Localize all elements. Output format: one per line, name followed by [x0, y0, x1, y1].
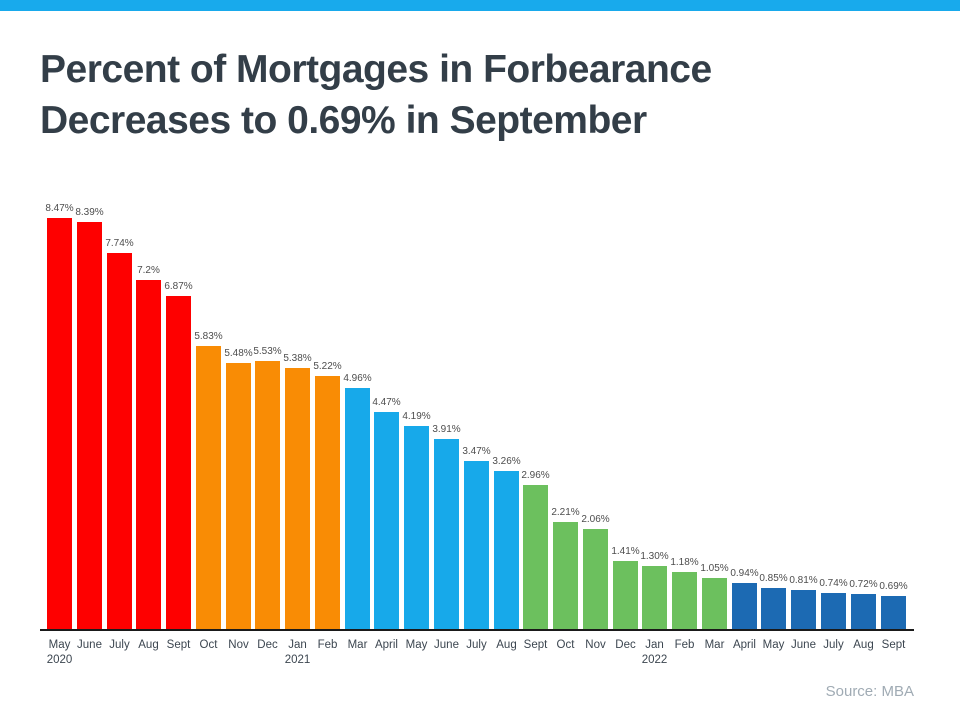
bar-dec-19 [613, 561, 638, 629]
bar-value-label: 5.53% [253, 346, 282, 357]
x-tick-label: Aug [853, 639, 874, 651]
bar-june-25 [791, 590, 816, 629]
bar-value-label: 3.47% [462, 446, 491, 457]
bar-value-label: 1.41% [611, 546, 640, 557]
x-tick-label: Sept [523, 639, 548, 651]
x-tick-label: Nov [585, 639, 606, 651]
bar-value-label: 2.21% [551, 507, 580, 518]
bar-value-label: 5.48% [224, 348, 253, 359]
source-attribution: Source: MBA [825, 683, 914, 700]
bar-value-label: 2.06% [581, 514, 610, 525]
x-tick-label: Sept [166, 639, 191, 651]
bar-value-label: 0.72% [849, 579, 878, 590]
bar-value-label: 0.81% [789, 575, 818, 586]
bar-value-label: 1.05% [700, 563, 729, 574]
bar-value-label: 4.47% [372, 397, 401, 408]
bar-value-label: 8.39% [75, 207, 104, 218]
x-tick-label: July [823, 639, 844, 651]
x-tick-year: 2020 [46, 654, 73, 666]
bar-may-0 [47, 218, 72, 629]
x-tick-year: 2021 [284, 654, 311, 666]
bar-value-label: 0.69% [879, 581, 908, 592]
bar-feb-9 [315, 376, 340, 629]
bar-aug-27 [851, 594, 876, 629]
bar-aug-3 [136, 280, 161, 629]
bar-value-label: 2.96% [521, 470, 550, 481]
bar-april-11 [374, 412, 399, 629]
bar-value-label: 0.94% [730, 568, 759, 579]
x-tick-label: Oct [556, 639, 575, 651]
x-tick-label: April [374, 639, 398, 651]
x-tick-label: Jan 2021 [276, 638, 320, 668]
x-tick-year: 2022 [641, 654, 668, 666]
bar-oct-5 [196, 346, 221, 629]
x-tick-label: Mar [347, 639, 368, 651]
bar-jan-8 [285, 368, 310, 629]
x-tick-label: Sept [881, 639, 906, 651]
x-tick-label: Mar [704, 639, 725, 651]
bar-feb-21 [672, 572, 697, 629]
x-tick-label: Jan 2022 [633, 638, 677, 668]
bar-june-1 [77, 222, 102, 629]
bar-june-13 [434, 439, 459, 629]
x-tick-label: June [434, 639, 459, 651]
bar-dec-7 [255, 361, 280, 629]
top-accent-bar [0, 0, 960, 11]
x-tick-label: Oct [199, 639, 218, 651]
title-line-2: Decreases to 0.69% in September [40, 99, 647, 142]
x-tick-label: June [77, 639, 102, 651]
bar-april-23 [732, 583, 757, 629]
bar-sept-4 [166, 296, 191, 629]
bar-mar-22 [702, 578, 727, 629]
x-tick-label: Nov [228, 639, 249, 651]
bar-july-2 [107, 253, 132, 629]
bar-value-label: 1.18% [670, 557, 699, 568]
x-tick-label: Aug [138, 639, 159, 651]
x-tick-label: June [791, 639, 816, 651]
bar-jan-20 [642, 566, 667, 629]
x-tick-label: April [732, 639, 756, 651]
bar-nov-6 [226, 363, 251, 629]
bar-aug-15 [494, 471, 519, 629]
page-title: Percent of Mortgages in Forbearance Decre… [40, 44, 712, 146]
x-tick-label: July [466, 639, 487, 651]
bar-sept-28 [881, 596, 906, 629]
bar-may-12 [404, 426, 429, 629]
x-tick-label: May [762, 639, 785, 651]
bar-value-label: 0.85% [759, 573, 788, 584]
bar-value-label: 3.91% [432, 424, 461, 435]
bar-value-label: 1.30% [640, 551, 669, 562]
x-tick-label: July [109, 639, 130, 651]
bar-value-label: 3.26% [492, 456, 521, 467]
bar-july-14 [464, 461, 489, 629]
bar-value-label: 5.38% [283, 353, 312, 364]
x-tick-label: Feb [674, 639, 695, 651]
x-tick-label: Dec [257, 639, 278, 651]
bar-value-label: 5.83% [194, 331, 223, 342]
bar-value-label: 4.96% [343, 373, 372, 384]
bar-nov-18 [583, 529, 608, 629]
x-tick-label: May 2020 [38, 638, 82, 668]
bar-sept-16 [523, 485, 548, 629]
bar-may-24 [761, 588, 786, 629]
bar-july-26 [821, 593, 846, 629]
title-line-1: Percent of Mortgages in Forbearance [40, 48, 712, 91]
bar-value-label: 0.74% [819, 578, 848, 589]
bar-value-label: 6.87% [164, 281, 193, 292]
x-tick-label: Aug [496, 639, 517, 651]
x-tick-label: May [405, 639, 428, 651]
bar-value-label: 7.2% [137, 265, 160, 276]
bar-oct-17 [553, 522, 578, 629]
x-tick-label: Feb [317, 639, 338, 651]
bar-value-label: 4.19% [402, 411, 431, 422]
bar-value-label: 8.47% [45, 203, 74, 214]
x-tick-label: Dec [615, 639, 636, 651]
bar-value-label: 5.22% [313, 361, 342, 372]
x-axis-line [40, 629, 914, 631]
bar-value-label: 7.74% [105, 238, 134, 249]
bar-mar-10 [345, 388, 370, 629]
